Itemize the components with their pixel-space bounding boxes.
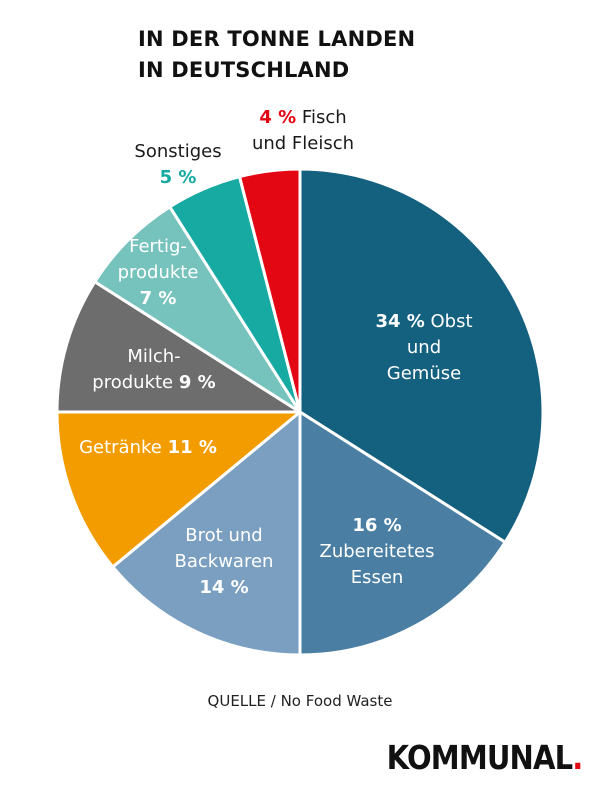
pie-label-line: und — [407, 337, 441, 358]
pie-label-line: Sonstiges — [134, 141, 221, 162]
pie-label-percent: 34 % — [375, 311, 424, 332]
pie-label-text: und — [407, 337, 441, 358]
pie-label-line: Brot und — [185, 525, 262, 546]
pie-slice-2 — [298, 410, 507, 657]
pie-slice-3 — [111, 410, 302, 657]
pie-label-percent: 7 % — [140, 288, 177, 309]
pie-label-text: Getränke — [79, 437, 168, 458]
pie-label-3: Brot und Backwaren 14 % — [175, 525, 274, 598]
brand-logo: KOMMUNAL. — [386, 738, 583, 777]
pie-label-1: 34 % Obst und Gemüse — [375, 311, 472, 384]
pie-label-text: Brot und — [185, 525, 262, 546]
chart-title-line-1: IN DER TONNE LANDEN — [138, 27, 416, 51]
pie-label-percent: 16 % — [352, 515, 401, 536]
pie-label-percent: 9 % — [179, 372, 216, 393]
pie-label-percent: 4 % — [259, 107, 296, 128]
pie-labels: 34 % Obst und Gemüse 16 % Zubereitetes Essen B… — [79, 107, 472, 598]
chart-title: IN DER TONNE LANDEN IN DEUTSCHLAND — [138, 24, 415, 86]
pie-label-text: Obst — [425, 311, 473, 332]
pie-label-text: Essen — [351, 567, 404, 588]
pie-label-7: Sonstiges 5 % — [134, 141, 221, 188]
pie-slices — [55, 167, 545, 657]
pie-label-line: und Fleisch — [252, 133, 354, 154]
pie-label-percent: 14 % — [199, 577, 248, 598]
pie-label-text: Gemüse — [387, 363, 461, 384]
pie-label-4: Getränke 11 % — [79, 437, 217, 458]
pie-label-text: Fertig- — [129, 236, 187, 257]
pie-label-text: und Fleisch — [252, 133, 354, 154]
pie-label-line: 16 % — [352, 515, 401, 536]
brand-dot: . — [571, 738, 583, 777]
pie-label-text: Sonstiges — [134, 141, 221, 162]
pie-label-text: produkte — [92, 372, 179, 393]
pie-label-line: Fertig- — [129, 236, 187, 257]
source-note: QUELLE / No Food Waste — [207, 692, 393, 710]
pie-label-text: Milch- — [127, 346, 180, 367]
pie-label-line: 5 % — [160, 167, 197, 188]
pie-label-line: Milch- — [127, 346, 180, 367]
pie-slice-6 — [93, 205, 302, 414]
pie-label-5: Milch-produkte 9 % — [92, 346, 215, 393]
pie-label-text: Fisch — [296, 107, 346, 128]
pie-label-line: Getränke 11 % — [79, 437, 217, 458]
pie-label-text: Zubereitetes — [320, 541, 435, 562]
pie-slice-5 — [55, 280, 302, 414]
pie-label-line: 7 % — [140, 288, 177, 309]
pie-slice-4 — [55, 410, 302, 569]
pie-label-line: produkte — [118, 262, 199, 283]
pie-label-2: 16 % Zubereitetes Essen — [320, 515, 435, 588]
pie-label-line: Zubereitetes — [320, 541, 435, 562]
pie-label-line: Gemüse — [387, 363, 461, 384]
pie-label-line: 4 % Fisch — [259, 107, 346, 128]
pie-label-line: Essen — [351, 567, 404, 588]
pie-label-line: Backwaren — [175, 551, 274, 572]
pie-label-percent: 11 % — [168, 437, 217, 458]
brand-name: KOMMUNAL — [386, 738, 572, 777]
pie-label-6: Fertig-produkte 7 % — [118, 236, 199, 309]
pie-label-8: 4 % Fisch und Fleisch — [252, 107, 354, 154]
pie-label-percent: 5 % — [160, 167, 197, 188]
pie-label-line: produkte 9 % — [92, 372, 215, 393]
pie-label-line: 14 % — [199, 577, 248, 598]
pie-slice-8 — [238, 167, 302, 414]
pie-label-text: produkte — [118, 262, 199, 283]
pie-label-line: 34 % Obst — [375, 311, 472, 332]
pie-label-text: Backwaren — [175, 551, 274, 572]
chart-title-line-2: IN DEUTSCHLAND — [138, 58, 350, 82]
